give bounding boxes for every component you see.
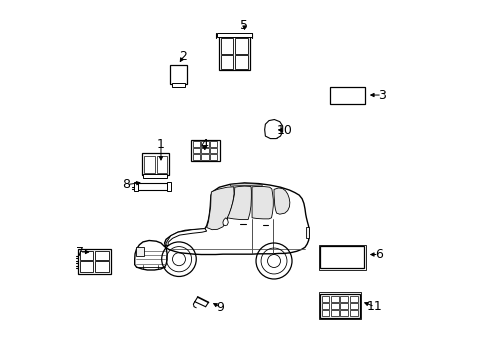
Bar bbox=[192, 154, 200, 160]
Polygon shape bbox=[206, 187, 234, 230]
Bar bbox=[321, 310, 329, 316]
Bar bbox=[340, 296, 347, 302]
Bar bbox=[136, 183, 168, 190]
Text: 5: 5 bbox=[240, 19, 248, 32]
Bar bbox=[340, 303, 347, 309]
Bar bbox=[80, 261, 93, 272]
Text: 10: 10 bbox=[276, 124, 292, 137]
Bar bbox=[209, 141, 217, 147]
Bar bbox=[136, 247, 143, 256]
Text: 6: 6 bbox=[374, 248, 382, 261]
Text: 7: 7 bbox=[76, 246, 83, 258]
Polygon shape bbox=[223, 218, 228, 226]
Bar bbox=[142, 153, 168, 175]
Bar bbox=[321, 303, 329, 309]
Bar bbox=[201, 141, 208, 147]
Text: 8: 8 bbox=[122, 178, 130, 191]
Bar bbox=[320, 294, 359, 318]
Text: 4: 4 bbox=[200, 138, 207, 150]
Bar bbox=[192, 148, 200, 153]
Bar bbox=[134, 182, 138, 191]
Bar bbox=[156, 156, 167, 173]
Bar bbox=[349, 303, 357, 309]
Polygon shape bbox=[227, 186, 251, 220]
Bar bbox=[332, 87, 340, 91]
Bar bbox=[330, 310, 338, 316]
Text: 9: 9 bbox=[216, 301, 224, 314]
Bar bbox=[169, 65, 186, 84]
Polygon shape bbox=[273, 188, 289, 214]
Bar bbox=[219, 36, 249, 70]
Bar bbox=[201, 154, 208, 160]
Bar bbox=[201, 148, 208, 153]
Bar bbox=[342, 87, 349, 91]
Text: 3: 3 bbox=[377, 89, 385, 102]
Polygon shape bbox=[251, 186, 273, 219]
Bar bbox=[80, 251, 93, 260]
Bar bbox=[349, 310, 357, 316]
Bar bbox=[95, 251, 109, 260]
Bar bbox=[306, 227, 309, 238]
Bar bbox=[318, 292, 361, 319]
Bar bbox=[235, 38, 247, 54]
Bar bbox=[143, 156, 155, 173]
Bar bbox=[217, 33, 251, 37]
Bar bbox=[321, 296, 329, 302]
Bar bbox=[95, 261, 109, 272]
Text: 2: 2 bbox=[179, 50, 187, 63]
Bar bbox=[235, 55, 247, 69]
Bar bbox=[191, 140, 220, 161]
Bar bbox=[192, 141, 200, 147]
Polygon shape bbox=[230, 183, 262, 186]
Bar bbox=[340, 310, 347, 316]
Text: 1: 1 bbox=[157, 138, 164, 151]
Polygon shape bbox=[166, 229, 206, 246]
Bar bbox=[142, 174, 167, 178]
Text: 11: 11 bbox=[366, 300, 382, 313]
Bar bbox=[320, 246, 364, 268]
Bar bbox=[78, 249, 110, 274]
Polygon shape bbox=[264, 120, 282, 139]
Bar bbox=[329, 87, 365, 104]
Bar bbox=[220, 38, 233, 54]
Polygon shape bbox=[134, 183, 309, 270]
Bar bbox=[209, 148, 217, 153]
Bar bbox=[330, 296, 338, 302]
Bar bbox=[349, 296, 357, 302]
Bar bbox=[209, 154, 217, 160]
Bar bbox=[167, 182, 171, 191]
Bar bbox=[319, 245, 366, 270]
Bar bbox=[330, 303, 338, 309]
Bar bbox=[220, 55, 233, 69]
Bar bbox=[171, 83, 184, 87]
